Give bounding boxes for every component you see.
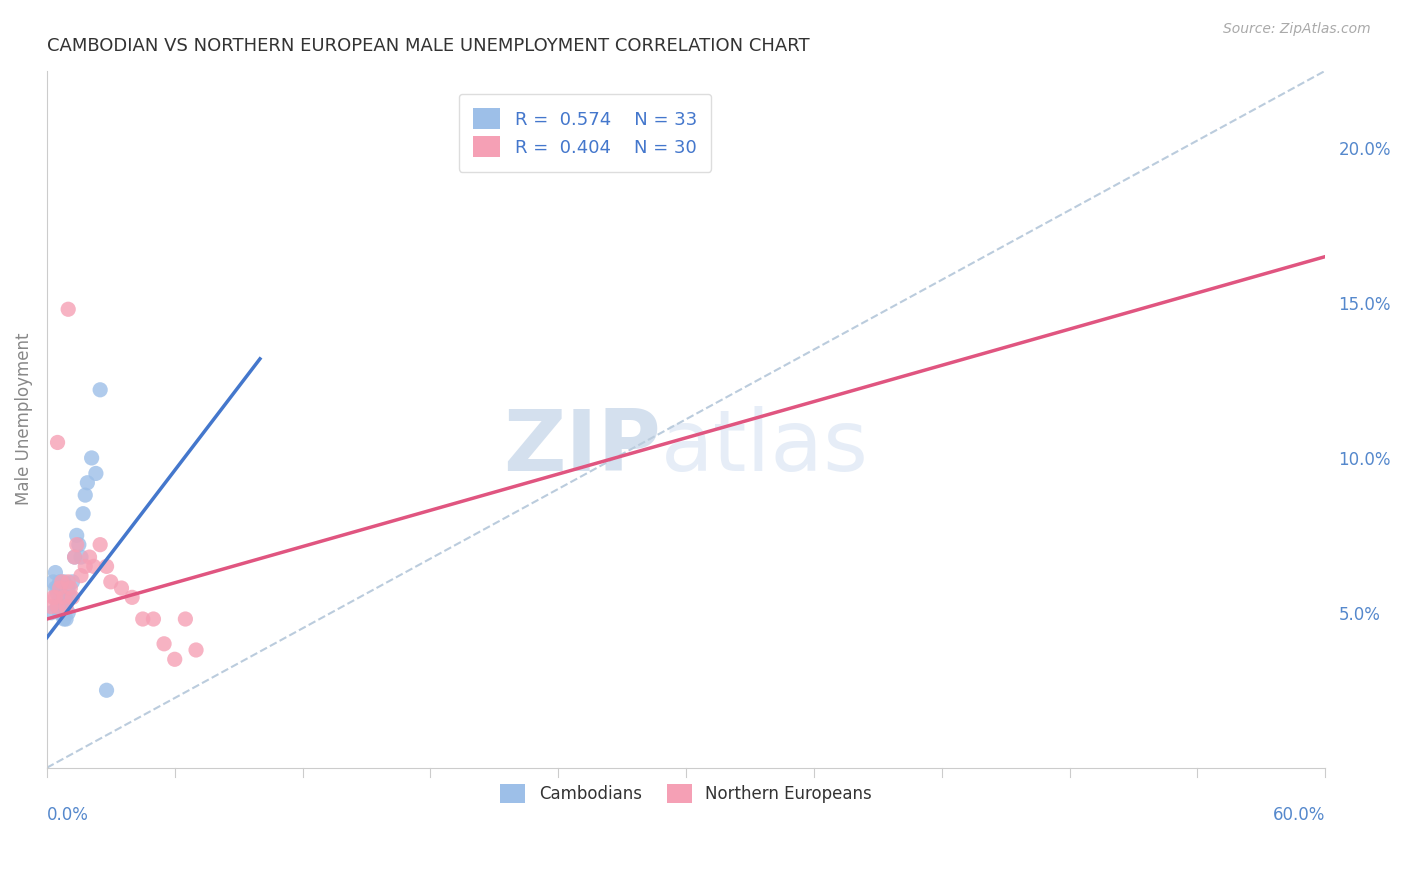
Point [163, 652, 186, 666]
Point [42, 574, 65, 589]
Point [55, 591, 77, 605]
Legend: Cambodians, Northern Europeans: Cambodians, Northern Europeans [492, 776, 880, 812]
Point [96, 559, 118, 574]
Point [62, 591, 84, 605]
Point [66, 538, 89, 552]
Point [63, 550, 86, 565]
Point [51, 606, 73, 620]
Point [44, 566, 66, 580]
Point [52, 591, 75, 605]
Text: Source: ZipAtlas.com: Source: ZipAtlas.com [1223, 22, 1371, 37]
Point [72, 507, 94, 521]
Point [110, 581, 132, 595]
Point [80, 450, 103, 465]
Point [59, 581, 82, 595]
Point [76, 475, 98, 490]
Y-axis label: Male Unemployment: Male Unemployment [15, 333, 32, 506]
Point [42, 591, 65, 605]
Point [51, 599, 73, 614]
Point [44, 581, 66, 595]
Point [46, 587, 69, 601]
Point [51, 574, 73, 589]
Point [39, 606, 62, 620]
Point [70, 568, 93, 582]
Point [83, 559, 105, 574]
Point [75, 488, 97, 502]
Text: atlas: atlas [661, 406, 869, 489]
Point [100, 574, 122, 589]
Point [75, 559, 97, 574]
Point [52, 612, 75, 626]
Point [58, 302, 80, 317]
Point [84, 467, 107, 481]
Point [39, 599, 62, 614]
Point [184, 643, 207, 657]
Point [174, 612, 197, 626]
Point [89, 383, 111, 397]
Point [153, 637, 176, 651]
Point [79, 550, 101, 565]
Text: 0.0%: 0.0% [46, 806, 89, 824]
Text: ZIP: ZIP [503, 406, 661, 489]
Point [96, 683, 118, 698]
Point [66, 528, 89, 542]
Point [46, 599, 69, 614]
Point [89, 538, 111, 552]
Point [46, 599, 69, 614]
Point [142, 612, 165, 626]
Point [48, 606, 70, 620]
Point [58, 606, 80, 620]
Point [55, 612, 77, 626]
Point [132, 612, 155, 626]
Point [46, 435, 69, 450]
Point [48, 581, 70, 595]
Point [121, 591, 143, 605]
Point [55, 599, 77, 614]
Point [52, 574, 75, 589]
Point [46, 581, 69, 595]
Point [62, 574, 84, 589]
Point [48, 593, 70, 607]
Point [51, 587, 73, 601]
Text: CAMBODIAN VS NORTHERN EUROPEAN MALE UNEMPLOYMENT CORRELATION CHART: CAMBODIAN VS NORTHERN EUROPEAN MALE UNEM… [46, 37, 810, 55]
Point [58, 574, 80, 589]
Point [58, 581, 80, 595]
Point [52, 599, 75, 614]
Point [70, 550, 93, 565]
Text: 60.0%: 60.0% [1272, 806, 1326, 824]
Point [63, 550, 86, 565]
Point [59, 591, 82, 605]
Point [44, 591, 66, 605]
Point [48, 574, 70, 589]
Point [67, 538, 90, 552]
